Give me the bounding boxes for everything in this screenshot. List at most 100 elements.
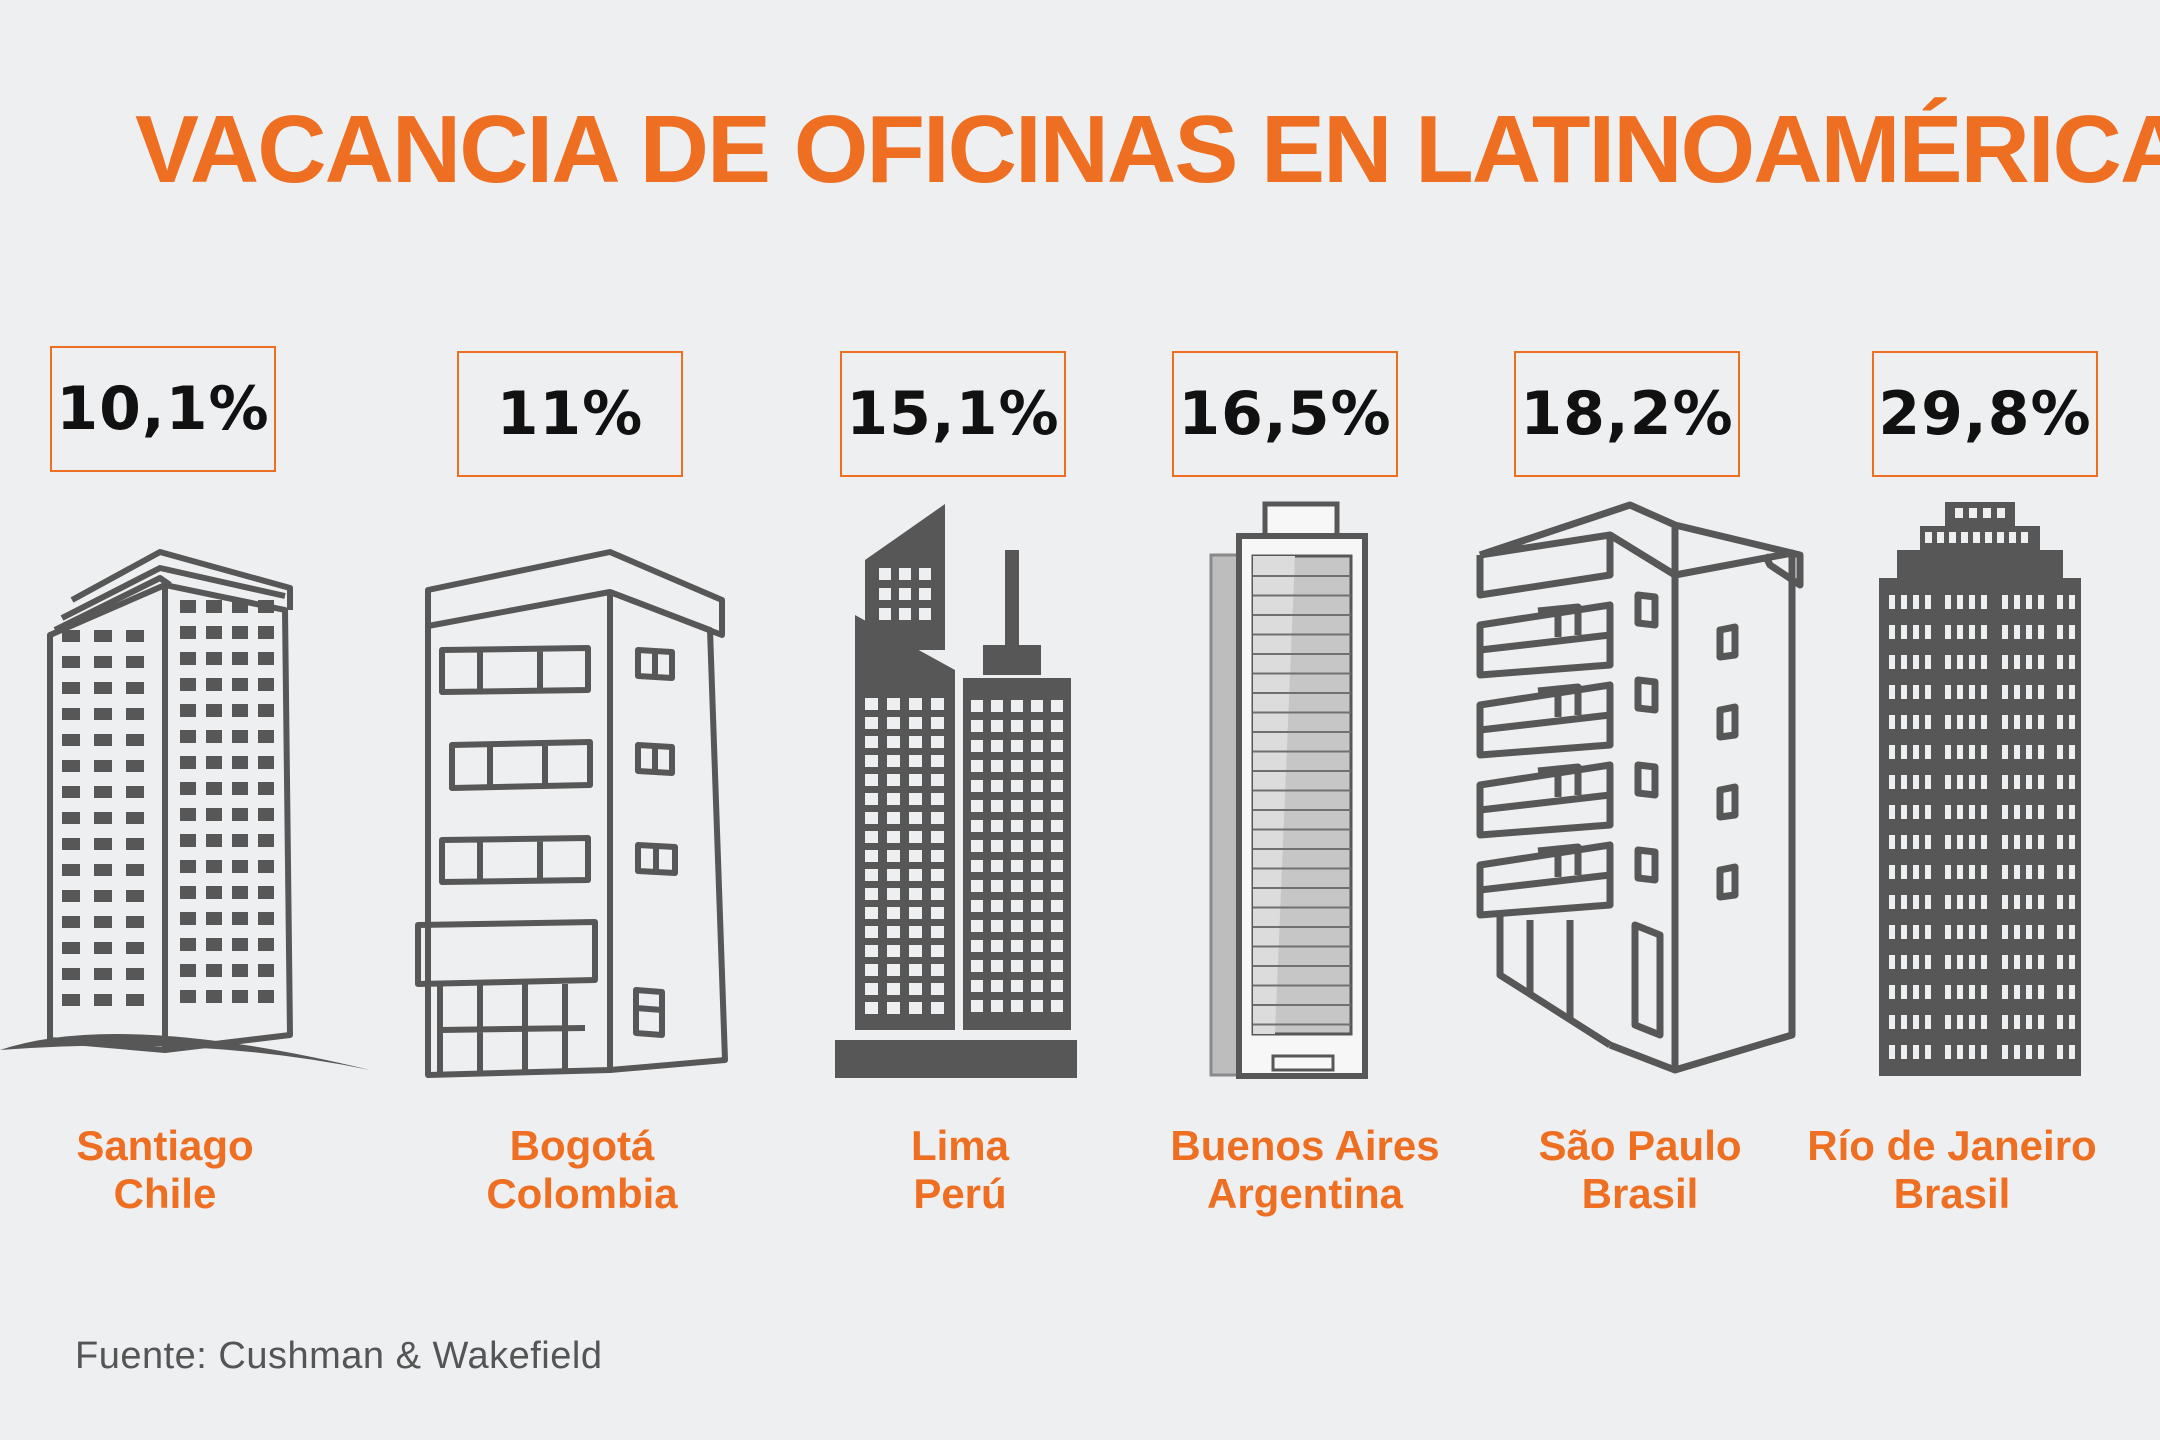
- window: [126, 942, 144, 954]
- window: [62, 838, 80, 850]
- window: [1011, 960, 1023, 972]
- window: [931, 831, 944, 843]
- window: [909, 755, 922, 767]
- window: [971, 860, 983, 872]
- window: [126, 682, 144, 694]
- window: [2057, 985, 2063, 999]
- window: [1981, 895, 1987, 909]
- window: [971, 1000, 983, 1012]
- window: [2002, 865, 2008, 879]
- window: [180, 834, 196, 847]
- window: [931, 869, 944, 881]
- window: [1969, 685, 1975, 699]
- window: [991, 1000, 1003, 1012]
- window: [865, 869, 878, 881]
- window: [2002, 625, 2008, 639]
- window: [1957, 985, 1963, 999]
- window: [1011, 800, 1023, 812]
- window: [2057, 685, 2063, 699]
- window: [2014, 775, 2020, 789]
- window: [2057, 805, 2063, 819]
- window: [2038, 865, 2044, 879]
- window: [2014, 895, 2020, 909]
- window: [2014, 925, 2020, 939]
- window: [865, 1002, 878, 1014]
- window: [206, 964, 222, 977]
- window: [887, 869, 900, 881]
- window: [180, 990, 196, 1003]
- window: [2026, 955, 2032, 969]
- window: [971, 960, 983, 972]
- window: [909, 698, 922, 710]
- window: [1969, 835, 1975, 849]
- window: [1981, 775, 1987, 789]
- window: [1957, 895, 1963, 909]
- window: [180, 886, 196, 899]
- window: [909, 926, 922, 938]
- window: [232, 938, 248, 951]
- window: [1937, 532, 1944, 543]
- value-box-lima: 15,1%: [840, 351, 1066, 477]
- window: [126, 656, 144, 668]
- window: [126, 760, 144, 772]
- window: [971, 840, 983, 852]
- window: [2002, 655, 2008, 669]
- window: [1889, 865, 1895, 879]
- window: [180, 756, 196, 769]
- window: [1051, 940, 1063, 952]
- window: [2026, 715, 2032, 729]
- window: [206, 678, 222, 691]
- window: [1901, 1045, 1907, 1059]
- window: [865, 907, 878, 919]
- window: [94, 994, 112, 1006]
- window: [879, 568, 891, 580]
- window: [206, 808, 222, 821]
- window: [991, 800, 1003, 812]
- window: [865, 888, 878, 900]
- city-name: Bogotá: [509, 1122, 655, 1169]
- window: [2002, 895, 2008, 909]
- window: [2069, 655, 2075, 669]
- window: [1913, 985, 1919, 999]
- window: [931, 964, 944, 976]
- window: [1031, 900, 1043, 912]
- window: [258, 938, 274, 951]
- window: [62, 968, 80, 980]
- window: [1901, 715, 1907, 729]
- window: [1981, 625, 1987, 639]
- window: [62, 786, 80, 798]
- window: [971, 920, 983, 932]
- window: [887, 831, 900, 843]
- window: [919, 608, 931, 620]
- window: [1889, 835, 1895, 849]
- window: [1031, 840, 1043, 852]
- window: [232, 600, 248, 613]
- window: [2057, 655, 2063, 669]
- window: [1031, 700, 1043, 712]
- window: [2002, 595, 2008, 609]
- window: [206, 782, 222, 795]
- window: [1981, 685, 1987, 699]
- tower-building-icon: [0, 549, 370, 1070]
- window: [1925, 1045, 1931, 1059]
- window: [1051, 780, 1063, 792]
- window: [1945, 625, 1951, 639]
- window: [258, 704, 274, 717]
- window: [1011, 1000, 1023, 1012]
- window: [2014, 955, 2020, 969]
- window: [94, 812, 112, 824]
- window: [971, 700, 983, 712]
- window: [1011, 740, 1023, 752]
- window: [2038, 655, 2044, 669]
- window: [2069, 745, 2075, 759]
- window: [2002, 925, 2008, 939]
- window: [1031, 940, 1043, 952]
- country-name: Brasil: [1893, 1170, 2011, 1217]
- window: [94, 864, 112, 876]
- window: [126, 812, 144, 824]
- window: [1925, 745, 1931, 759]
- window: [1031, 800, 1043, 812]
- window: [1985, 532, 1992, 543]
- window: [1945, 955, 1951, 969]
- window: [1889, 1015, 1895, 1029]
